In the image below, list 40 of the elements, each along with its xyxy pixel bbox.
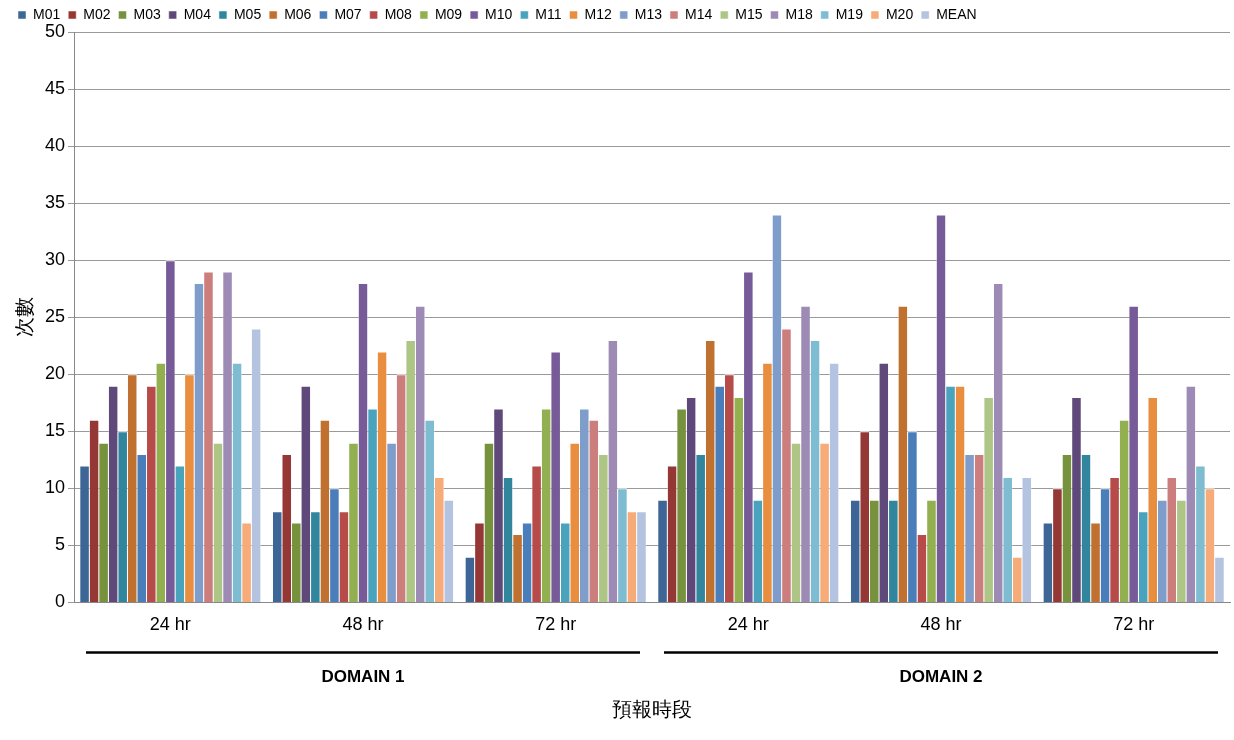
legend-label: M04 (183, 5, 212, 22)
y-tick-label: 15 (44, 420, 66, 441)
legend-label: MEAN (936, 5, 977, 22)
legend-label: M19 (835, 5, 864, 22)
legend-label: M05 (233, 5, 262, 22)
legend-label: M02 (83, 5, 111, 22)
legend-label: M15 (735, 5, 763, 22)
legend-label: M12 (584, 5, 612, 22)
y-tick-label: 45 (44, 78, 66, 99)
y-tick-label: 35 (44, 192, 66, 213)
x-tick-label: 48 hr (920, 614, 962, 635)
x-tick-label: 72 hr (535, 614, 577, 635)
y-tick-label: 30 (44, 249, 66, 270)
legend-label: M18 (785, 5, 813, 22)
y-axis-title: 次數 (12, 297, 37, 338)
x-tick-label: 72 hr (1113, 614, 1155, 635)
legend-label: M20 (885, 5, 914, 22)
legend-label: M11 (535, 5, 562, 22)
y-tick-label: 0 (55, 591, 66, 612)
x-axis-title: 預報時段 (612, 696, 693, 721)
y-tick-label: 40 (44, 135, 66, 156)
x-tick-label: 24 hr (727, 614, 769, 635)
y-tick-label: 5 (55, 534, 66, 555)
x-tick-label: 48 hr (342, 614, 384, 635)
y-tick-label: 50 (44, 20, 66, 41)
legend-label: M06 (284, 5, 312, 22)
legend-label: M01 (33, 5, 61, 22)
x-tick-label: 24 hr (149, 614, 191, 635)
y-tick-label: 20 (44, 363, 66, 384)
legend-label: M10 (485, 5, 513, 22)
y-tick-label: 10 (44, 477, 66, 498)
legend-label: M13 (634, 5, 663, 22)
y-tick-label: 25 (44, 306, 66, 327)
legend-label: M03 (133, 5, 161, 22)
text: DOMAIN 2 (899, 667, 983, 687)
legend-label: M08 (384, 5, 413, 22)
text: DOMAIN 1 (321, 667, 405, 687)
legend-label: M14 (685, 5, 713, 22)
legend-label: M09 (434, 5, 463, 22)
legend-label: M07 (334, 5, 362, 22)
